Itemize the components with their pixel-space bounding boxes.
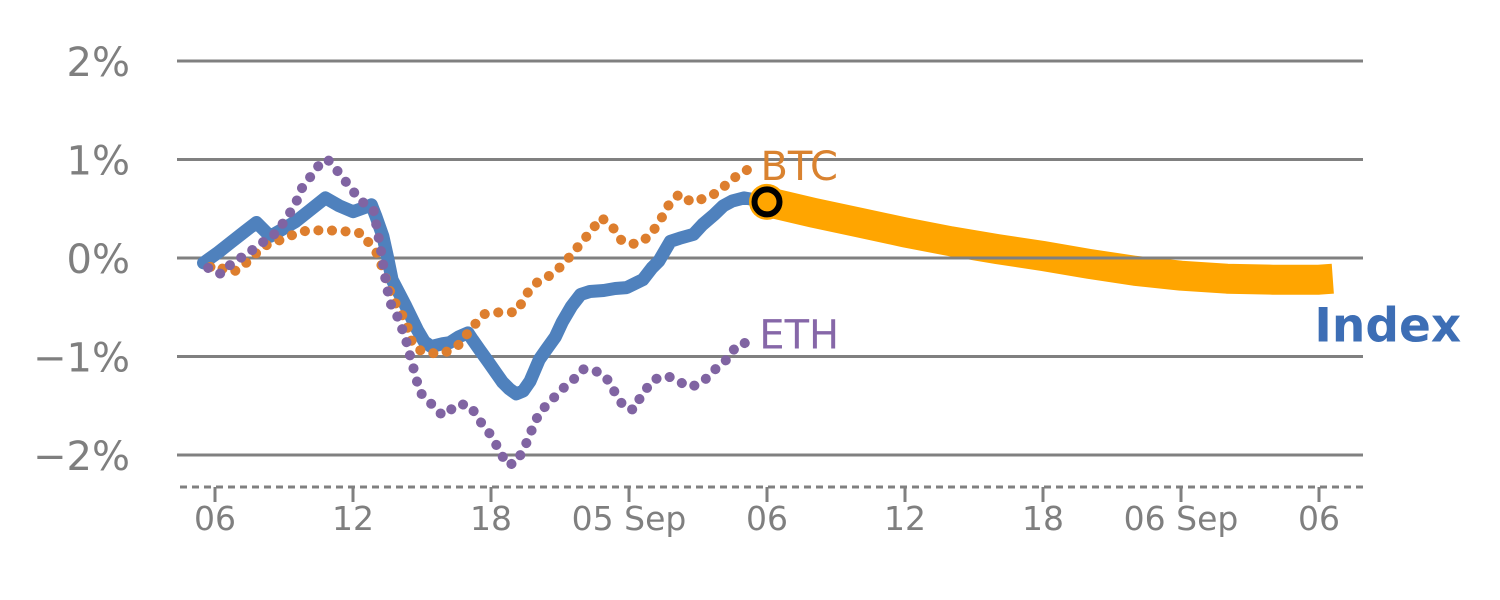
y-axis-label: 1% bbox=[67, 139, 130, 185]
x-axis-label: 06 bbox=[194, 499, 236, 538]
forecast-band bbox=[763, 187, 1334, 295]
x-axis-label: 12 bbox=[332, 499, 374, 538]
y-axis-label: 2% bbox=[67, 40, 130, 86]
x-axis-label: 06 bbox=[1298, 499, 1340, 538]
series-label-index: Index bbox=[1314, 299, 1461, 354]
x-axis-label: 18 bbox=[470, 499, 512, 538]
x-axis-label: 06 bbox=[746, 499, 788, 538]
y-axis-label: −2% bbox=[33, 434, 130, 480]
x-axis-label: 18 bbox=[1022, 499, 1064, 538]
series-eth-line bbox=[203, 154, 763, 470]
y-axis-label: 0% bbox=[67, 237, 130, 283]
x-axis-label: 06 Sep bbox=[1124, 499, 1239, 538]
x-axis-label: 12 bbox=[884, 499, 926, 538]
series-label-eth: ETH bbox=[759, 313, 839, 359]
series-index-line bbox=[197, 191, 774, 401]
forecast-start-marker-ring bbox=[751, 186, 783, 218]
series-btc-line bbox=[205, 164, 754, 359]
series-label-btc: BTC bbox=[760, 144, 837, 190]
x-axis-label: 05 Sep bbox=[572, 499, 687, 538]
y-axis-label: −1% bbox=[33, 336, 130, 382]
